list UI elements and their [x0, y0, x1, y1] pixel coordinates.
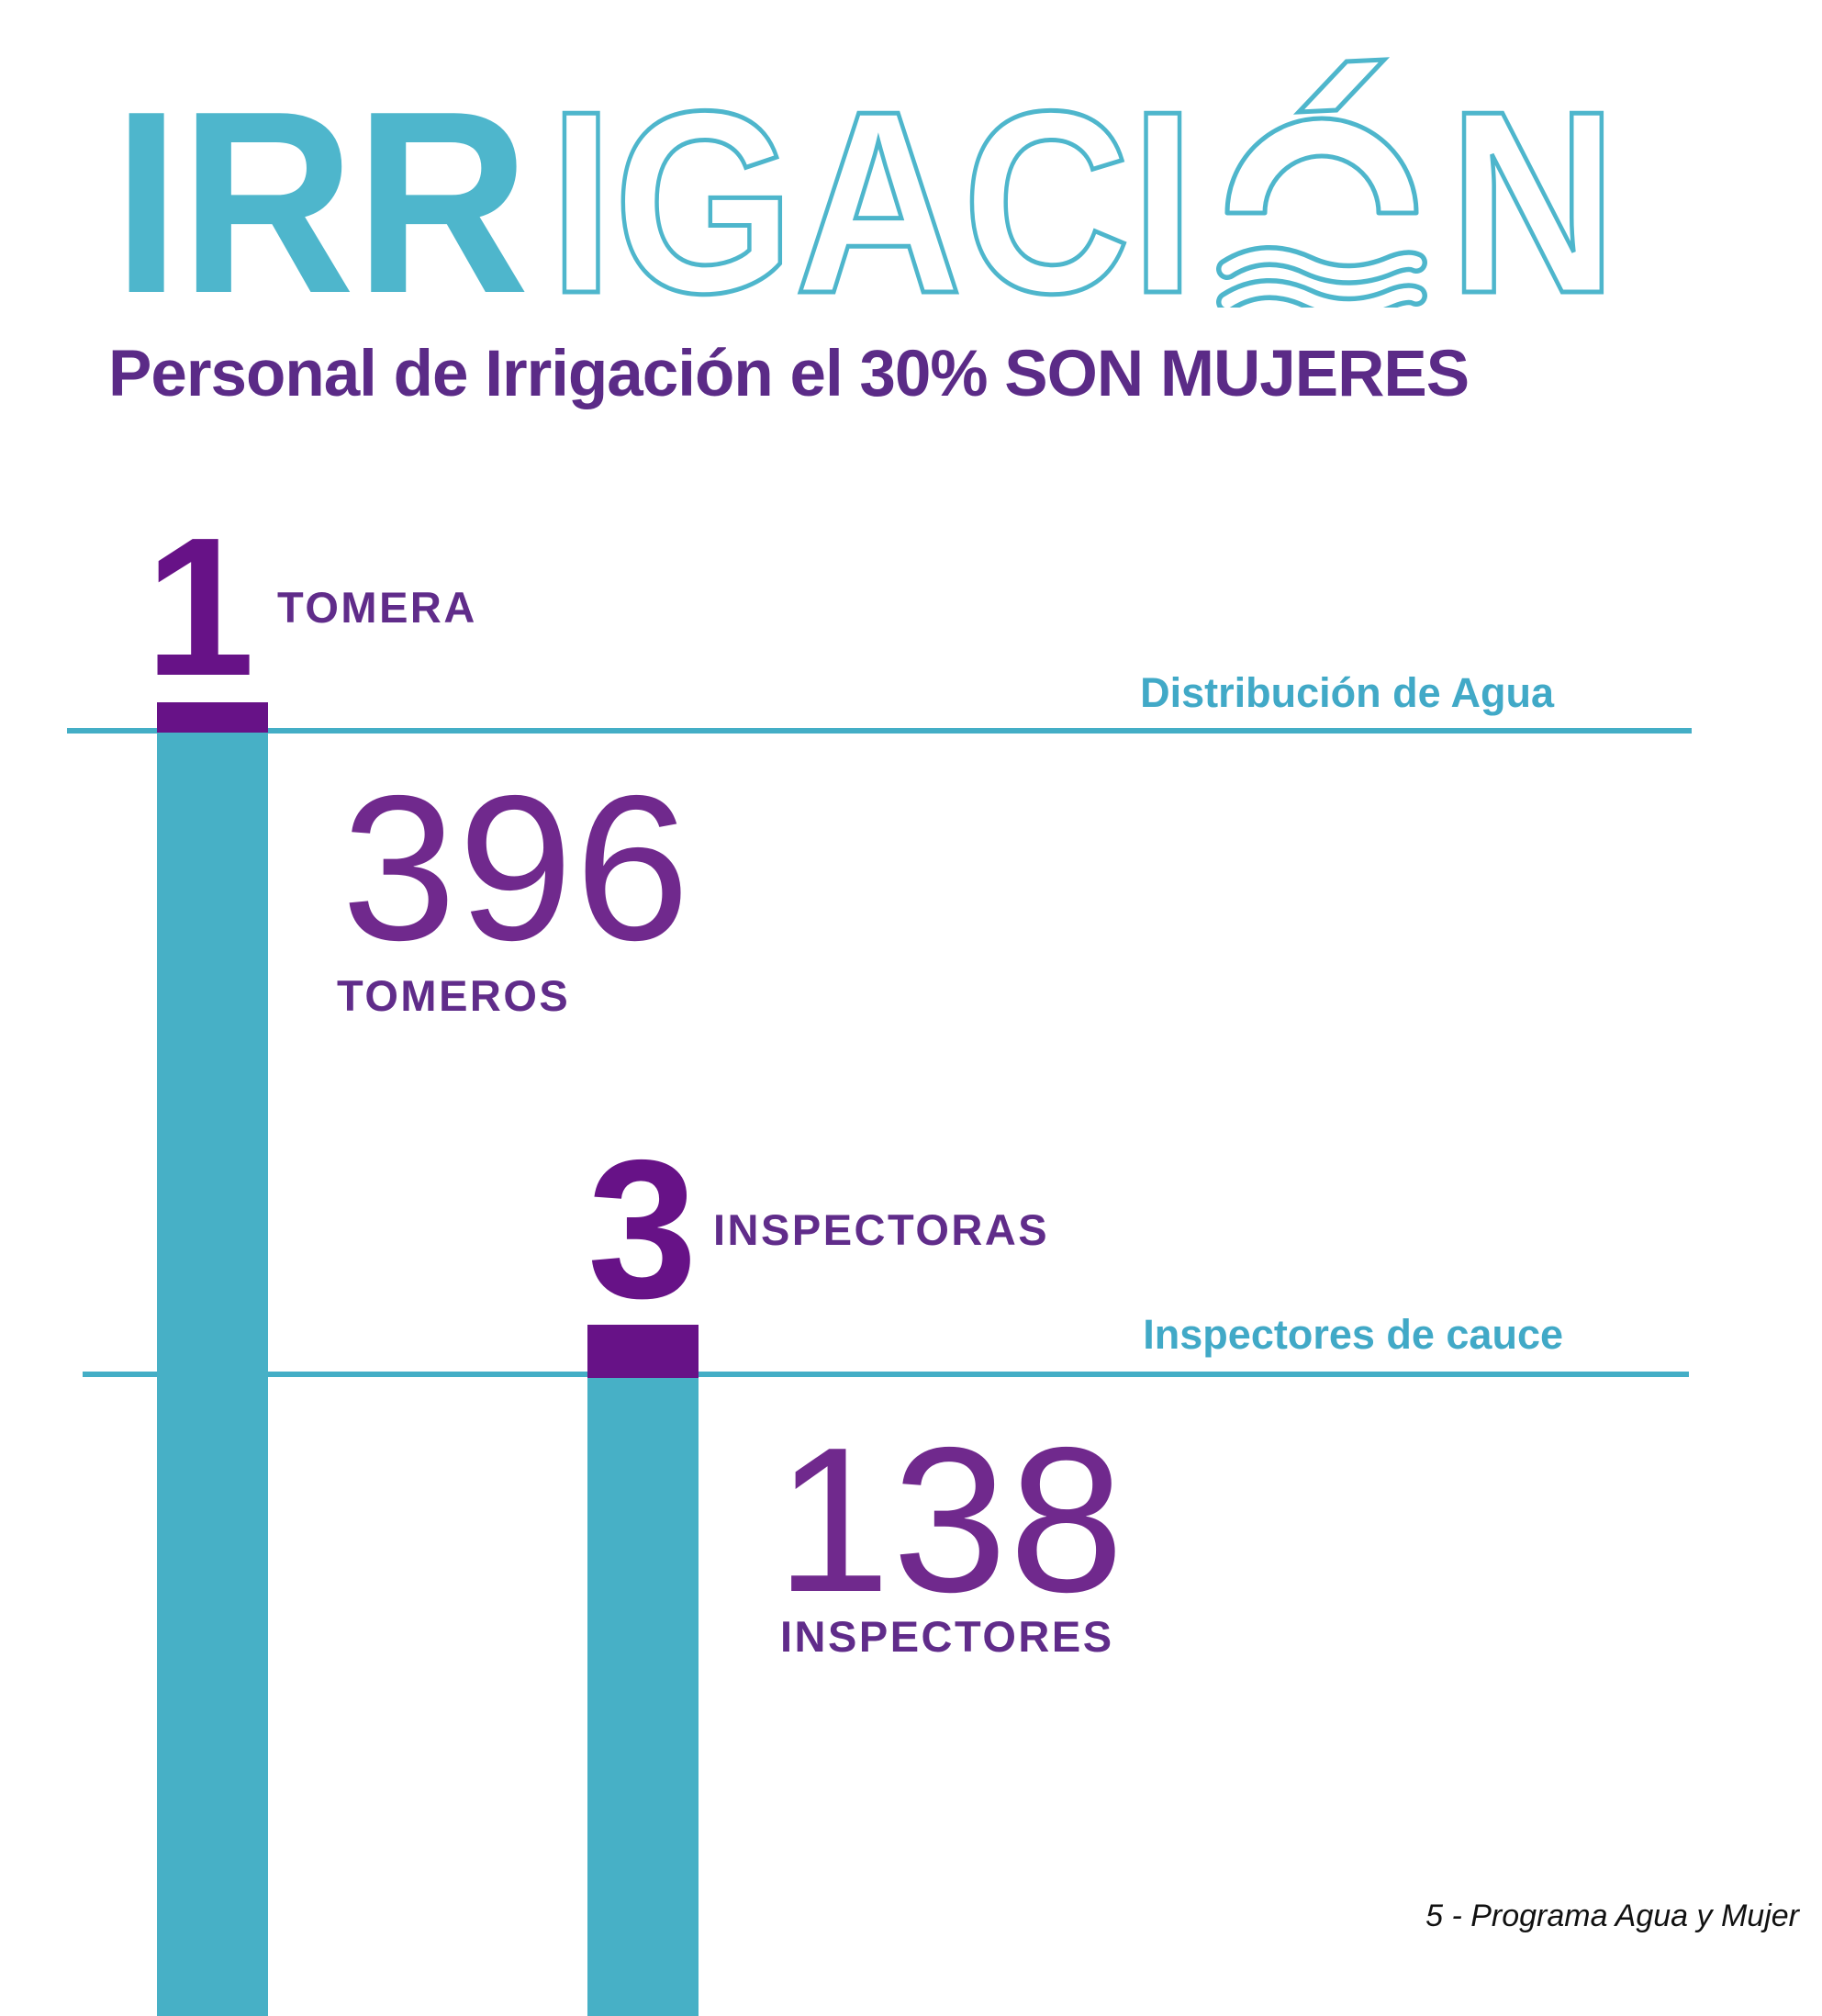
o-arch-icon: [1224, 116, 1419, 216]
women-label-tomera: TOMERA: [277, 583, 477, 632]
women-label-inspectoras: INSPECTORAS: [713, 1205, 1050, 1254]
total-label-tomeros: TOMEROS: [337, 971, 571, 1020]
total-count-inspectores: 138: [776, 1404, 1126, 1635]
accent-mark-icon: [1292, 57, 1391, 115]
bar-inspectores: [587, 1376, 699, 2016]
category-label-distribucion-de-agua: Distribución de Agua: [1140, 669, 1554, 716]
logo-text-solid: IRR: [113, 57, 530, 308]
logo-text-outline-igaci: IGACI: [549, 57, 1195, 308]
bar-tomeros: [157, 731, 268, 2016]
women-count-inspectoras: 3: [587, 1118, 698, 1339]
category-label-inspectores-de-cauce: Inspectores de cauce: [1143, 1311, 1563, 1358]
water-wave-icon: [1216, 245, 1427, 308]
footer-note: 5 - Programa Agua y Mujer: [1425, 1898, 1799, 1933]
page-title: Personal de Irrigación el 30% SON MUJERE…: [108, 338, 1470, 410]
bar-cap-inspectoras: [587, 1325, 699, 1378]
baseline-distribucion-de-agua: [67, 728, 1692, 734]
bar-cap-tomera: [157, 702, 268, 733]
total-count-tomeros: 396: [341, 752, 692, 983]
logo-text-outline-n: N: [1448, 57, 1617, 308]
baseline-inspectores-de-cauce: [83, 1372, 1689, 1377]
women-count-tomera: 1: [145, 496, 255, 717]
total-label-inspectores: INSPECTORES: [780, 1612, 1114, 1661]
irrigacion-logo: IRR IGACI N: [113, 55, 1620, 308]
